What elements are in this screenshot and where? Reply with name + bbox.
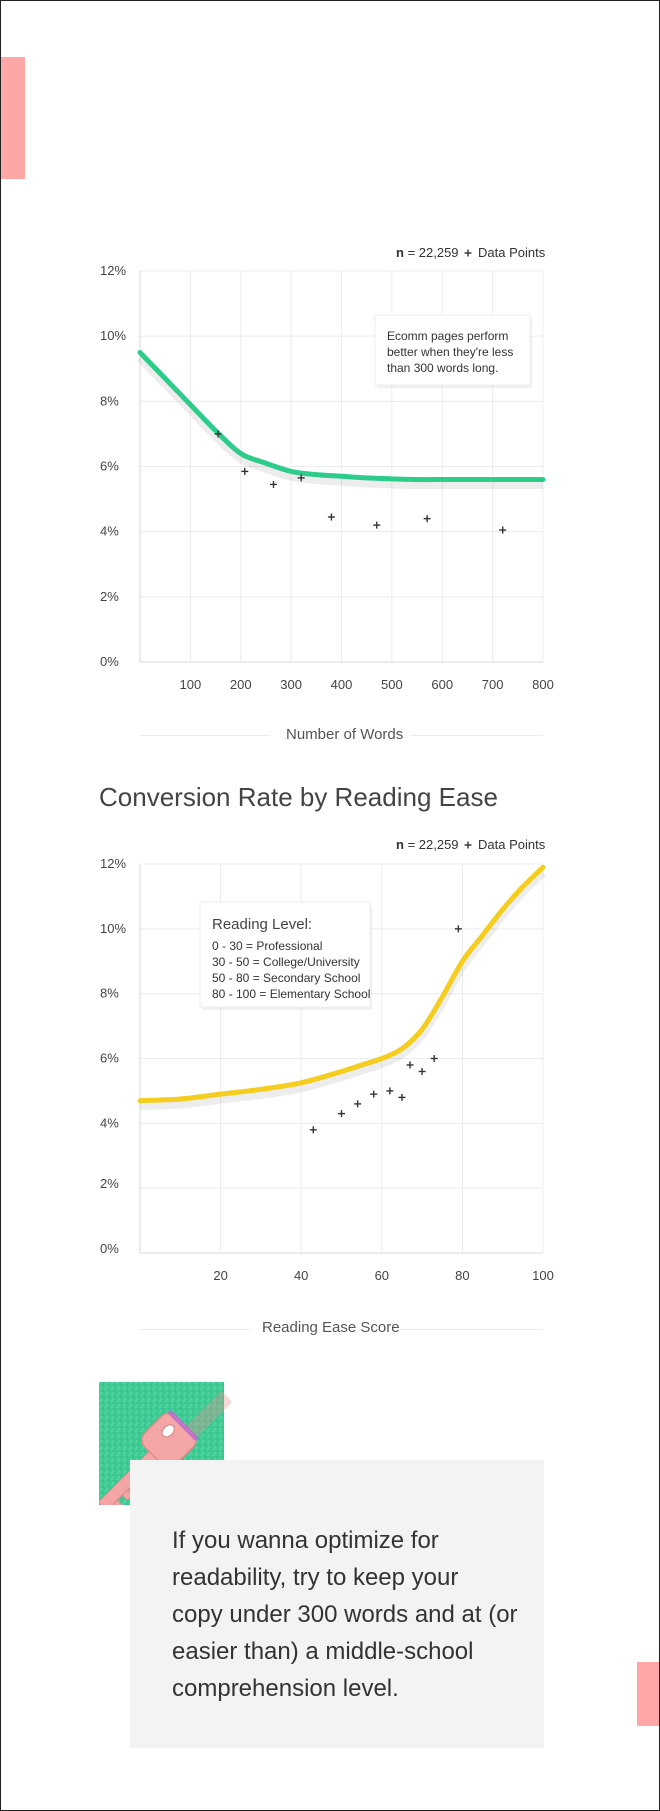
quote-box bbox=[130, 1460, 544, 1748]
x-axis-title: Reading Ease Score bbox=[262, 1319, 400, 1336]
annotation-title: Reading Level: bbox=[212, 916, 312, 933]
x-tick-label: 60 bbox=[375, 1268, 389, 1283]
data-point bbox=[370, 1090, 378, 1098]
axis-title-rule-right bbox=[400, 1329, 543, 1330]
x-axis-title: Number of Words bbox=[286, 726, 404, 743]
legend-marker bbox=[464, 249, 472, 257]
x-tick-label: 600 bbox=[431, 677, 453, 692]
legend-n: n = 22,259 bbox=[396, 837, 459, 852]
series-line bbox=[137, 349, 546, 483]
quote-line: copy under 300 words and at (or bbox=[172, 1601, 518, 1628]
x-tick-label: 40 bbox=[294, 1268, 308, 1283]
quote-line: If you wanna optimize for bbox=[172, 1527, 439, 1554]
legend-marker bbox=[464, 841, 472, 849]
chart-title: Conversion Rate by Reading Ease bbox=[99, 782, 498, 812]
data-point bbox=[309, 1126, 317, 1134]
annotation-line: than 300 words long. bbox=[387, 361, 498, 375]
y-tick-label: 8% bbox=[100, 393, 119, 408]
decorative-tab-right bbox=[637, 1662, 659, 1726]
data-point bbox=[373, 521, 381, 529]
axis-title-rule-left bbox=[140, 735, 270, 736]
x-tick-label: 500 bbox=[381, 677, 403, 692]
y-tick-label: 8% bbox=[100, 986, 119, 1001]
annotation-line: 80 - 100 = Elementary School bbox=[212, 987, 370, 1001]
x-tick-label: 300 bbox=[280, 677, 302, 692]
annotation-line: Ecomm pages perform bbox=[387, 329, 508, 343]
data-point bbox=[430, 1055, 438, 1062]
data-point bbox=[354, 1100, 362, 1108]
annotation-line: 0 - 30 = Professional bbox=[212, 939, 322, 953]
y-tick-label: 4% bbox=[100, 524, 119, 539]
y-tick-label: 12% bbox=[100, 263, 126, 278]
x-tick-label: 800 bbox=[532, 677, 554, 692]
y-tick-label: 0% bbox=[100, 654, 119, 669]
data-point bbox=[338, 1110, 345, 1118]
y-tick-label: 2% bbox=[100, 589, 119, 604]
annotation-line: 30 - 50 = College/University bbox=[212, 955, 360, 969]
y-tick-label: 12% bbox=[100, 856, 126, 871]
x-tick-label: 200 bbox=[230, 677, 252, 692]
y-tick-label: 4% bbox=[100, 1115, 119, 1130]
data-point bbox=[418, 1067, 426, 1075]
x-tick-label: 700 bbox=[482, 677, 504, 692]
axis-title-rule-right bbox=[410, 735, 543, 736]
data-point bbox=[297, 474, 305, 482]
legend-n: n = 22,259 bbox=[396, 245, 459, 260]
quote-text: If you wanna optimize for readability, t… bbox=[172, 1522, 532, 1707]
y-tick-label: 10% bbox=[100, 921, 126, 936]
data-point bbox=[406, 1061, 414, 1069]
y-tick-label: 10% bbox=[100, 328, 126, 343]
y-tick-label: 6% bbox=[100, 1051, 119, 1066]
y-tick-label: 0% bbox=[100, 1241, 119, 1256]
data-point bbox=[423, 515, 431, 523]
series-shadow bbox=[139, 868, 547, 1111]
x-tick-label: 100 bbox=[532, 1268, 554, 1283]
data-point bbox=[214, 430, 222, 438]
x-tick-label: 20 bbox=[213, 1268, 227, 1283]
quote-line: comprehension level. bbox=[172, 1675, 399, 1702]
x-tick-label: 80 bbox=[455, 1268, 469, 1283]
annotation-box bbox=[199, 901, 371, 1008]
series-shadow bbox=[136, 354, 543, 490]
chart-reading-ease: 0% 2% 4% 6% 8% 10% 12% 20 40 60 80 100 n = 22,259 Dat… bbox=[100, 837, 554, 1283]
decorative-tab-left bbox=[1, 57, 25, 179]
y-tick-label: 6% bbox=[100, 459, 119, 474]
data-point bbox=[398, 1093, 406, 1101]
y-tick-label: 2% bbox=[100, 1176, 119, 1191]
data-point bbox=[269, 480, 277, 488]
data-point bbox=[386, 1087, 394, 1095]
data-point bbox=[327, 513, 335, 521]
chart-words: 0% 2% 4% 6% 8% 10% 12% 100 200 300 400 500 600 700 800… bbox=[100, 245, 554, 692]
legend-label: Data Points bbox=[478, 245, 546, 260]
quote-line: easier than) a middle-school bbox=[172, 1638, 474, 1665]
annotation-line: 50 - 80 = Secondary School bbox=[212, 971, 360, 985]
quote-line: readability, try to keep your bbox=[172, 1564, 459, 1591]
x-tick-label: 100 bbox=[180, 677, 202, 692]
legend-label: Data Points bbox=[478, 837, 546, 852]
data-point bbox=[454, 925, 462, 933]
axis-title-rule-left bbox=[140, 1329, 250, 1330]
series-line bbox=[137, 864, 546, 1104]
annotation-box bbox=[374, 314, 531, 386]
data-point bbox=[241, 467, 249, 475]
annotation-line: better when they're less bbox=[387, 345, 513, 359]
data-point bbox=[499, 526, 507, 534]
x-tick-label: 400 bbox=[331, 677, 353, 692]
